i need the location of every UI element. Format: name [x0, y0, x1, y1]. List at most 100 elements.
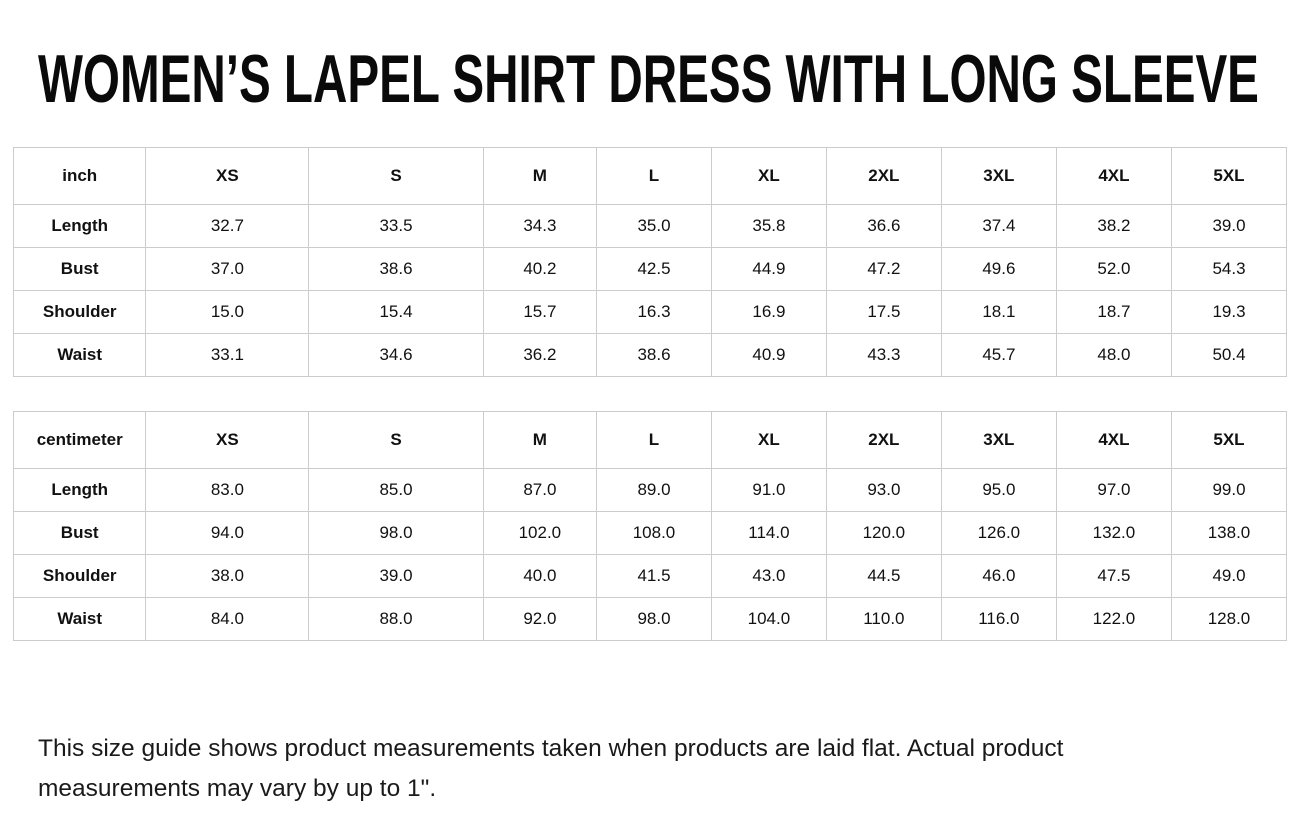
size-column-header: 5XL	[1170, 147, 1288, 205]
measurement-value-cell: 94.0	[145, 511, 310, 555]
measurement-value-cell: 98.0	[308, 511, 484, 555]
measurement-value-cell: 33.1	[145, 333, 310, 377]
measurement-value-cell: 120.0	[825, 511, 942, 555]
measurement-value-cell: 43.3	[825, 333, 942, 377]
measurement-value-cell: 38.6	[596, 333, 712, 377]
measurement-value-cell: 32.7	[145, 204, 310, 248]
measurement-value-cell: 36.2	[482, 333, 598, 377]
measurement-value-cell: 92.0	[482, 597, 598, 641]
measurement-value-cell: 39.0	[1170, 204, 1288, 248]
size-guide-note-line-2: measurements may vary by up to 1".	[38, 775, 437, 802]
measurement-value-cell: 40.0	[482, 554, 598, 598]
measurement-value-cell: 47.2	[825, 247, 942, 291]
size-column-header: 2XL	[825, 411, 942, 469]
measurement-value-cell: 35.0	[596, 204, 712, 248]
size-column-header: L	[596, 147, 712, 205]
measurement-label-cell: Length	[12, 204, 147, 248]
size-column-header: 4XL	[1055, 411, 1172, 469]
measurement-value-cell: 41.5	[596, 554, 712, 598]
measurement-label-cell: Shoulder	[12, 554, 147, 598]
measurement-value-cell: 34.6	[308, 333, 484, 377]
measurement-value-cell: 50.4	[1170, 333, 1288, 377]
measurement-value-cell: 132.0	[1055, 511, 1172, 555]
measurement-value-cell: 52.0	[1055, 247, 1172, 291]
measurement-value-cell: 91.0	[710, 468, 827, 512]
size-column-header: XL	[710, 411, 827, 469]
page-title: WOMEN’S LAPEL SHIRT DRESS WITH LONG SLEE…	[38, 41, 1259, 117]
measurement-label-cell: Waist	[12, 333, 147, 377]
measurement-value-cell: 49.0	[1170, 554, 1288, 598]
measurement-value-cell: 15.7	[482, 290, 598, 334]
measurement-value-cell: 19.3	[1170, 290, 1288, 334]
measurement-row: Shoulder 15.0 15.4 15.7 16.3 16.9 17.5 18.1 18.7…	[12, 290, 1288, 334]
measurement-value-cell: 16.9	[710, 290, 827, 334]
measurement-value-cell: 18.1	[940, 290, 1057, 334]
measurement-value-cell: 15.0	[145, 290, 310, 334]
measurement-row: Length 83.0 85.0 87.0 89.0 91.0 93.0 95.0 97.0 99…	[12, 468, 1288, 512]
size-table-centimeter: centimeter XS S M L XL 2XL 3XL 4XL 5XL Length 83.0 8…	[12, 411, 1288, 641]
size-header-row: inch XS S M L XL 2XL 3XL 4XL 5XL	[12, 147, 1288, 205]
measurement-row: Bust 37.0 38.6 40.2 42.5 44.9 47.2 49.6 52.0 54.3	[12, 247, 1288, 291]
measurement-value-cell: 39.0	[308, 554, 484, 598]
measurement-value-cell: 44.9	[710, 247, 827, 291]
size-column-header: L	[596, 411, 712, 469]
measurement-value-cell: 116.0	[940, 597, 1057, 641]
measurement-value-cell: 38.6	[308, 247, 484, 291]
measurement-value-cell: 17.5	[825, 290, 942, 334]
measurement-value-cell: 40.2	[482, 247, 598, 291]
measurement-value-cell: 95.0	[940, 468, 1057, 512]
measurement-value-cell: 122.0	[1055, 597, 1172, 641]
measurement-value-cell: 98.0	[596, 597, 712, 641]
measurement-value-cell: 83.0	[145, 468, 310, 512]
measurement-value-cell: 87.0	[482, 468, 598, 512]
measurement-value-cell: 43.0	[710, 554, 827, 598]
measurement-value-cell: 34.3	[482, 204, 598, 248]
measurement-value-cell: 44.5	[825, 554, 942, 598]
measurement-label-cell: Waist	[12, 597, 147, 641]
measurement-value-cell: 38.0	[145, 554, 310, 598]
size-column-header: M	[482, 411, 598, 469]
measurement-value-cell: 15.4	[308, 290, 484, 334]
measurement-label-cell: Bust	[12, 511, 147, 555]
size-header-row: centimeter XS S M L XL 2XL 3XL 4XL 5XL	[12, 411, 1288, 469]
measurement-value-cell: 114.0	[710, 511, 827, 555]
measurement-value-cell: 48.0	[1055, 333, 1172, 377]
size-column-header: XS	[145, 147, 310, 205]
size-guide-note-line-1: This size guide shows product measuremen…	[38, 735, 1064, 762]
measurement-label-cell: Bust	[12, 247, 147, 291]
measurement-value-cell: 126.0	[940, 511, 1057, 555]
measurement-value-cell: 37.0	[145, 247, 310, 291]
measurement-value-cell: 88.0	[308, 597, 484, 641]
measurement-value-cell: 35.8	[710, 204, 827, 248]
size-column-header: 3XL	[940, 411, 1057, 469]
size-column-header: 5XL	[1170, 411, 1288, 469]
measurement-value-cell: 49.6	[940, 247, 1057, 291]
size-column-header: S	[308, 147, 484, 205]
measurement-row: Shoulder 38.0 39.0 40.0 41.5 43.0 44.5 46.0 47.5…	[12, 554, 1288, 598]
size-column-header: S	[308, 411, 484, 469]
measurement-value-cell: 37.4	[940, 204, 1057, 248]
measurement-value-cell: 93.0	[825, 468, 942, 512]
measurement-value-cell: 128.0	[1170, 597, 1288, 641]
measurement-value-cell: 108.0	[596, 511, 712, 555]
measurement-value-cell: 89.0	[596, 468, 712, 512]
size-column-header: XL	[710, 147, 827, 205]
unit-label-cell: inch	[12, 147, 147, 205]
measurement-value-cell: 97.0	[1055, 468, 1172, 512]
measurement-value-cell: 33.5	[308, 204, 484, 248]
measurement-row: Bust 94.0 98.0 102.0 108.0 114.0 120.0 126.0 132…	[12, 511, 1288, 555]
measurement-value-cell: 16.3	[596, 290, 712, 334]
measurement-value-cell: 47.5	[1055, 554, 1172, 598]
measurement-value-cell: 45.7	[940, 333, 1057, 377]
measurement-value-cell: 40.9	[710, 333, 827, 377]
measurement-row: Waist 84.0 88.0 92.0 98.0 104.0 110.0 116.0 122.…	[12, 597, 1288, 641]
measurement-value-cell: 84.0	[145, 597, 310, 641]
size-column-header: 2XL	[825, 147, 942, 205]
measurement-value-cell: 102.0	[482, 511, 598, 555]
measurement-value-cell: 38.2	[1055, 204, 1172, 248]
measurement-value-cell: 46.0	[940, 554, 1057, 598]
size-table-inch: inch XS S M L XL 2XL 3XL 4XL 5XL Length 32.7 33.5 34.…	[12, 147, 1288, 377]
measurement-value-cell: 42.5	[596, 247, 712, 291]
measurement-value-cell: 99.0	[1170, 468, 1288, 512]
